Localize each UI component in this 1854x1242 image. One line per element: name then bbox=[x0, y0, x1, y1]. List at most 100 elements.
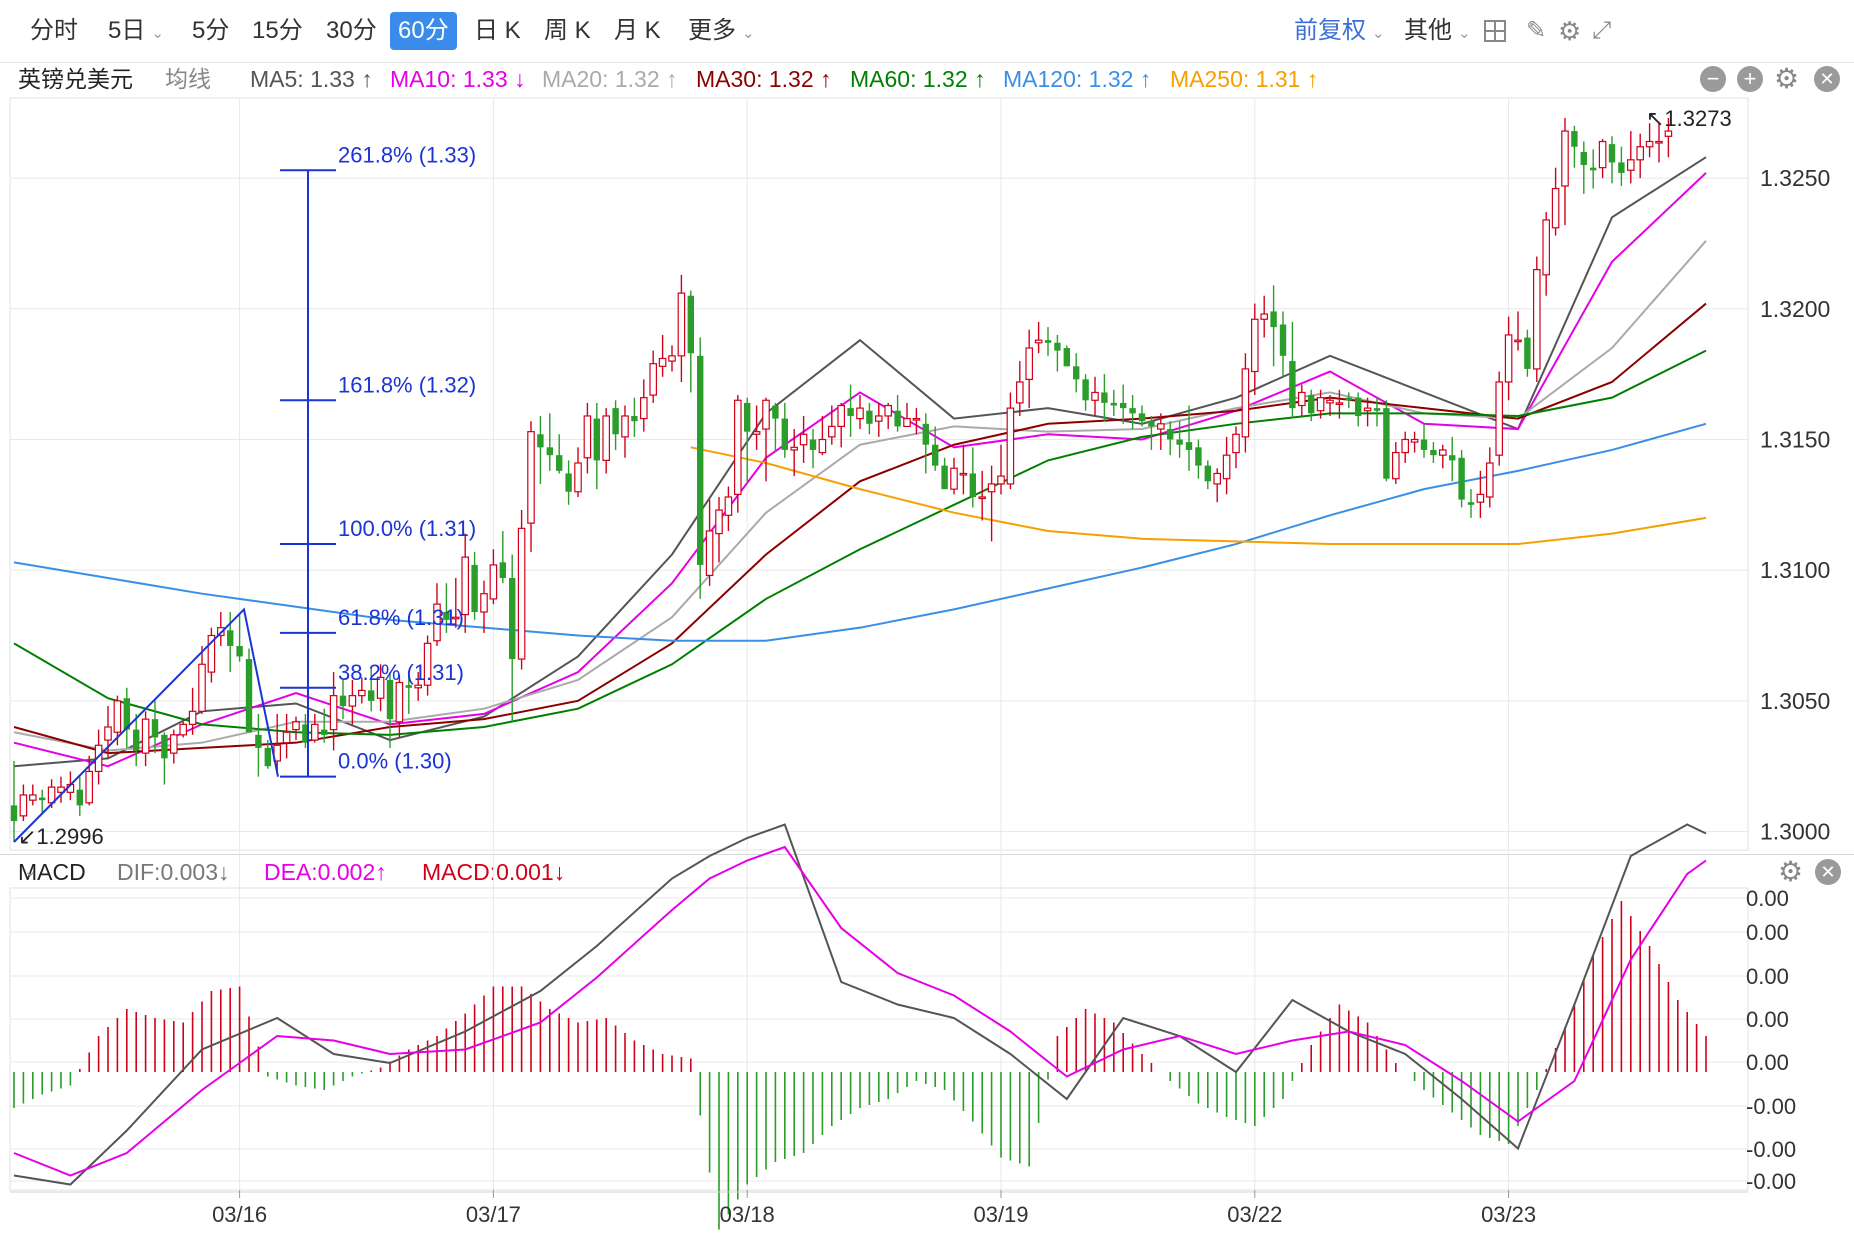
candle-body bbox=[1495, 381, 1504, 456]
tab-8[interactable]: 月 K bbox=[606, 12, 669, 50]
candle-body bbox=[1532, 268, 1541, 370]
candle-body bbox=[1289, 361, 1296, 409]
candle-body bbox=[1410, 438, 1419, 443]
candle-body bbox=[1241, 368, 1250, 438]
tab-3[interactable]: 15分 bbox=[244, 12, 311, 50]
zoom-out-icon[interactable]: − bbox=[1700, 66, 1726, 92]
candle-body bbox=[1571, 131, 1578, 147]
candle-body bbox=[866, 410, 873, 424]
candle-body bbox=[959, 472, 968, 476]
candle-body bbox=[1420, 439, 1428, 450]
tab-0[interactable]: 分时 bbox=[22, 12, 86, 50]
draw-pen-icon[interactable]: ✎ bbox=[1526, 17, 1547, 44]
candle-body bbox=[133, 729, 140, 751]
candle-body bbox=[1213, 472, 1222, 485]
candle-body bbox=[1524, 337, 1531, 369]
candle-body bbox=[612, 408, 619, 435]
tab-1[interactable]: 5日 ⌄ bbox=[100, 12, 172, 50]
candle-body bbox=[1598, 140, 1607, 169]
candle-body bbox=[884, 404, 893, 417]
candle-body bbox=[10, 805, 18, 822]
tab-label: 5日 bbox=[108, 17, 146, 44]
ma-legend-item: MA120: 1.32 ↑ bbox=[1003, 66, 1152, 92]
candle-body bbox=[799, 433, 808, 446]
close-icon[interactable]: ✕ bbox=[1814, 66, 1840, 92]
candle-body bbox=[188, 710, 197, 725]
tab-label: 30分 bbox=[326, 17, 377, 44]
macd-dif-value: DIF:0.003↓ bbox=[117, 859, 230, 885]
tab-6[interactable]: 日 K bbox=[466, 12, 529, 50]
tab-label: 5分 bbox=[192, 17, 230, 44]
macd-dea-value: DEA:0.002↑ bbox=[264, 859, 387, 885]
macd-legend-bar: MACD ⌄ DIF:0.003↓ DEA:0.002↑ MACD:0.001↓ … bbox=[0, 854, 1854, 889]
zoom-in-icon[interactable]: + bbox=[1737, 66, 1763, 92]
tab-5[interactable]: 60分 bbox=[390, 12, 457, 50]
candle-body bbox=[207, 634, 216, 673]
macd-y-tick-label: 0.00 bbox=[1746, 1007, 1789, 1032]
macd-y-tick-label: -0.00 bbox=[1746, 1094, 1796, 1119]
candle-body bbox=[76, 789, 83, 806]
candle-body bbox=[1401, 438, 1410, 454]
candle-body bbox=[1138, 413, 1146, 422]
fib-level-label: 261.8% (1.33) bbox=[338, 142, 476, 167]
candle-body bbox=[19, 794, 28, 817]
low-annotation: ↙1.2996 bbox=[18, 824, 104, 849]
macd-settings-gear-icon[interactable]: ⚙ bbox=[1778, 856, 1804, 887]
candle-body bbox=[1101, 392, 1108, 403]
candle-body bbox=[687, 295, 694, 354]
candle-body bbox=[1091, 391, 1099, 401]
ma-type-label: 均线 bbox=[165, 66, 211, 92]
macd-close-icon[interactable]: ✕ bbox=[1815, 859, 1841, 885]
candle-body bbox=[1222, 454, 1231, 480]
candle-body bbox=[395, 681, 404, 723]
fib-level-label: 0.0% (1.30) bbox=[338, 749, 452, 774]
candle-body bbox=[1063, 348, 1070, 367]
candle-body bbox=[1430, 449, 1437, 456]
candle-body bbox=[1185, 442, 1193, 450]
candle-body bbox=[1355, 397, 1362, 416]
grid-layout-icon[interactable] bbox=[1484, 20, 1506, 42]
macd-dif-line bbox=[13, 823, 1707, 1186]
chevron-down-icon: ⌄ bbox=[1372, 25, 1385, 42]
candle-body bbox=[368, 690, 375, 701]
candle-body bbox=[874, 415, 883, 422]
x-tick-label: 03/17 bbox=[466, 1202, 521, 1227]
fib-trend-line bbox=[13, 607, 279, 843]
tab-4[interactable]: 30分 bbox=[318, 12, 385, 50]
candle-body bbox=[1279, 324, 1287, 356]
fullscreen-icon[interactable]: ⤢ bbox=[1592, 17, 1612, 44]
candle-body bbox=[179, 723, 188, 736]
chevron-down-icon: ⌄ bbox=[1458, 25, 1471, 42]
candle-body bbox=[1636, 146, 1645, 161]
candle-body bbox=[471, 564, 478, 612]
tab-label: 周 K bbox=[544, 17, 591, 44]
candle-body bbox=[113, 700, 122, 733]
candle-body bbox=[85, 770, 94, 804]
candle-body bbox=[744, 402, 751, 432]
tab-2[interactable]: 5分 bbox=[184, 12, 237, 50]
high-annotation: ↖1.3273 bbox=[1646, 106, 1732, 131]
candle-body bbox=[1044, 340, 1052, 343]
ma-settings-gear-icon[interactable]: ⚙ bbox=[1774, 63, 1800, 94]
candle-body bbox=[697, 355, 704, 565]
candle-body bbox=[527, 431, 535, 524]
candle-body bbox=[376, 676, 385, 699]
candle-body bbox=[339, 695, 347, 707]
other-dropdown[interactable]: 其他 ⌄ bbox=[1404, 12, 1471, 53]
y-tick-label: 1.3050 bbox=[1760, 688, 1830, 714]
settings-gear-icon[interactable]: ⚙ bbox=[1558, 16, 1582, 46]
candle-body bbox=[950, 467, 958, 490]
candle-body bbox=[1655, 140, 1663, 144]
candle-body bbox=[1025, 347, 1034, 380]
candle-body bbox=[790, 446, 799, 451]
candle-body bbox=[423, 642, 432, 686]
tab-9[interactable]: 更多 ⌄ bbox=[680, 12, 763, 50]
ma-legend-item: MA60: 1.32 ↑ bbox=[850, 66, 986, 92]
chevron-down-icon: ⌄ bbox=[151, 25, 164, 42]
tab-7[interactable]: 周 K bbox=[536, 12, 599, 50]
candle-body bbox=[649, 363, 658, 396]
adjust-dropdown[interactable]: 前复权 ⌄ bbox=[1294, 12, 1385, 53]
candle-body bbox=[405, 685, 412, 688]
candle-body bbox=[1082, 379, 1089, 401]
